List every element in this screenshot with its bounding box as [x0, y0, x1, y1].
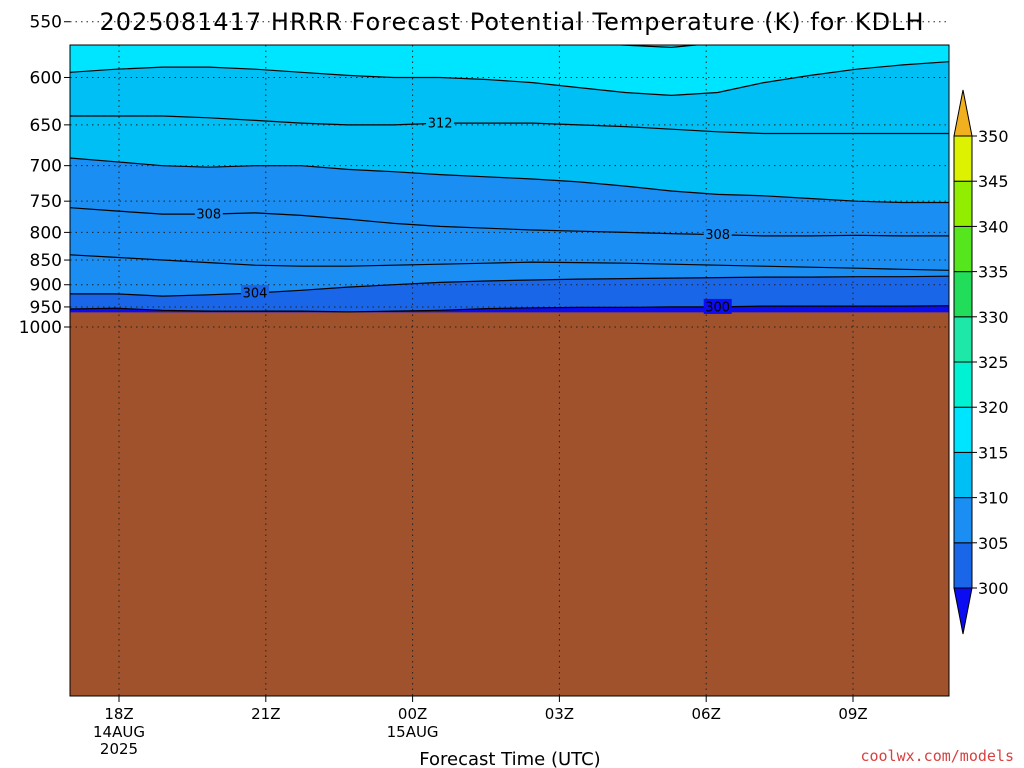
- colorbar-segment: [953, 361, 973, 408]
- ground-surface: [70, 312, 949, 696]
- contour-lines: [70, 0, 949, 313]
- contour-label-text: 308: [705, 228, 730, 243]
- colorbar-segment: [953, 542, 973, 589]
- contour-318: [70, 0, 949, 7]
- colorbar-label: 330: [978, 308, 1009, 327]
- x-tick-sublabel: 14AUG: [93, 723, 145, 741]
- x-tick-label: 06Z: [692, 705, 721, 723]
- contour-label: 308: [194, 206, 223, 223]
- colorbar-label: 335: [978, 263, 1009, 282]
- y-tick-label: 750: [30, 192, 62, 212]
- contour-label-text: 308: [196, 208, 221, 223]
- colorbar-label: 305: [978, 534, 1009, 553]
- y-tick-label: 600: [30, 68, 62, 88]
- credit-text: coolwx.com/models: [860, 747, 1014, 765]
- ground-layer: [70, 312, 949, 696]
- colorbar-label: 325: [978, 353, 1009, 372]
- y-tick-label: 700: [30, 157, 62, 177]
- y-tick-label: 850: [30, 251, 62, 271]
- colorbar-arrow-bottom: [953, 587, 973, 635]
- x-tick-label: 18Z: [104, 705, 133, 723]
- y-tick-label: 650: [30, 116, 62, 136]
- y-tick-label: 900: [30, 276, 62, 296]
- colorbar-label: 315: [978, 443, 1009, 462]
- y-tick-label: 550: [30, 13, 62, 33]
- colorbar-arrow-top: [953, 89, 973, 137]
- colorbar-segment: [953, 135, 973, 182]
- colorbar-segment: [953, 225, 973, 273]
- x-axis-label: Forecast Time (UTC): [419, 749, 600, 768]
- contour-label-text: 300: [705, 300, 730, 315]
- colorbar-segment: [953, 451, 973, 499]
- colorbar: 300 305 310 315 320 325 330 335 340 345 350: [953, 89, 1009, 635]
- colorbar-segment: [953, 316, 973, 363]
- contour-labels: 3403403363363323283283243243123083083043…: [194, 115, 732, 315]
- contour-314: [70, 61, 949, 97]
- colorbar-label: 345: [978, 172, 1009, 191]
- contour-label: 304: [241, 285, 270, 302]
- contour-306: [70, 254, 949, 271]
- colorbar-label: 310: [978, 489, 1009, 508]
- contour-label-text: 304: [243, 287, 268, 302]
- x-tick-sublabel: 15AUG: [387, 723, 439, 741]
- colorbar-label: 350: [978, 127, 1009, 146]
- contour-304: [70, 275, 949, 297]
- contour-label: 312: [426, 115, 455, 132]
- plot-frame: [69, 44, 950, 697]
- y-tick-label: 800: [30, 223, 62, 243]
- x-tick-sublabel: 2025: [100, 740, 138, 758]
- x-tick-label: 03Z: [545, 705, 574, 723]
- x-tick-label: 09Z: [838, 705, 867, 723]
- contour-label-text: 312: [428, 117, 453, 132]
- x-tick-label: 21Z: [251, 705, 280, 723]
- x-tick-label: 00Z: [398, 705, 427, 723]
- colorbar-label: 300: [978, 579, 1009, 598]
- colorbar-label: 340: [978, 217, 1009, 236]
- grid-lines: [70, 21, 949, 696]
- chart-title: 2025081417 HRRR Forecast Potential Tempe…: [100, 8, 925, 36]
- colorbar-label: 320: [978, 398, 1009, 417]
- contour-label: 300: [703, 298, 732, 315]
- contour-312: [70, 115, 949, 135]
- y-tick-label: 1000: [19, 318, 62, 338]
- colorbar-segment: [953, 406, 973, 453]
- colorbar-segment: [953, 180, 973, 227]
- y-tick-label: 950: [30, 298, 62, 318]
- contour-310: [70, 157, 949, 204]
- y-axis: 2503003504004505005506006507007508008509…: [19, 13, 70, 338]
- contour-label: 308: [703, 226, 732, 243]
- contour-300: [70, 305, 949, 313]
- colorbar-segment: [953, 497, 973, 544]
- colorbar-segment: [953, 271, 973, 318]
